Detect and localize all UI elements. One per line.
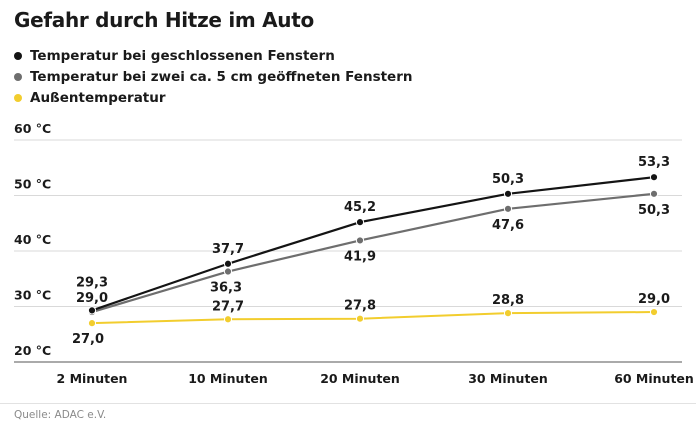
point-outside-5 [649, 307, 659, 317]
point-outside-3 [355, 314, 365, 323]
y-tick-label-30: 30 °C [14, 288, 51, 303]
point-closed-5 [649, 173, 659, 182]
point-closed-4 [503, 189, 513, 198]
legend-item-closed: Temperatur bei geschlossenen Fenstern [14, 45, 412, 66]
series-line-closed [91, 176, 655, 312]
point-open-4 [503, 204, 513, 213]
point-open-2 [223, 267, 233, 276]
point-closed-1 [87, 306, 97, 315]
legend-label-closed: Temperatur bei geschlossenen Fenstern [30, 47, 335, 64]
point-closed-3 [355, 218, 365, 227]
x-tick-label-1: 2 Minuten [57, 371, 128, 386]
data-label-closed-2: 37,7 [212, 242, 244, 257]
x-tick-label-4: 30 Minuten [468, 371, 548, 386]
divider [0, 403, 696, 404]
data-label-closed-3: 45,2 [344, 200, 376, 215]
data-label-open-1: 29,0 [76, 291, 108, 306]
point-outside-2 [223, 315, 233, 324]
y-tick-label-60: 60 °C [14, 121, 51, 136]
legend-label-outside: Außentemperatur [30, 89, 166, 106]
data-label-closed-5: 53,3 [638, 155, 670, 170]
point-open-3 [355, 236, 365, 245]
chart-title: Gefahr durch Hitze im Auto [14, 8, 314, 32]
point-closed-2 [223, 259, 233, 268]
data-label-closed-1: 29,3 [76, 275, 108, 290]
legend-dot-closed [14, 51, 22, 60]
y-tick-label-20: 20 °C [14, 343, 51, 358]
legend: Temperatur bei geschlossenen Fenstern Te… [14, 45, 412, 108]
point-outside-1 [87, 319, 97, 328]
x-tick-label-3: 20 Minuten [320, 371, 400, 386]
data-label-closed-4: 50,3 [492, 172, 524, 187]
point-outside-4 [503, 309, 513, 318]
point-open-5 [649, 189, 659, 198]
data-label-outside-2: 27,7 [212, 299, 244, 314]
legend-dot-open [14, 72, 22, 81]
legend-item-outside: Außentemperatur [14, 87, 412, 108]
data-label-open-5: 50,3 [638, 203, 670, 218]
data-label-outside-3: 27,8 [344, 299, 376, 314]
legend-dot-outside [14, 93, 22, 102]
y-tick-label-40: 40 °C [14, 232, 51, 247]
x-tick-label-2: 10 Minuten [188, 371, 268, 386]
legend-label-open: Temperatur bei zwei ca. 5 cm geöffneten … [30, 68, 413, 85]
data-label-outside-4: 28,8 [492, 293, 524, 308]
data-label-open-3: 41,9 [344, 249, 376, 264]
x-tick-label-5: 60 Minuten [614, 371, 694, 386]
legend-item-open: Temperatur bei zwei ca. 5 cm geöffneten … [14, 66, 412, 87]
data-label-open-2: 36,3 [210, 281, 242, 296]
data-label-outside-5: 29,0 [638, 292, 670, 307]
source-note: Quelle: ADAC e.V. [14, 409, 107, 421]
data-label-outside-1: 27,0 [72, 332, 104, 347]
data-label-open-4: 47,6 [492, 218, 524, 233]
y-tick-label-50: 50 °C [14, 177, 51, 192]
